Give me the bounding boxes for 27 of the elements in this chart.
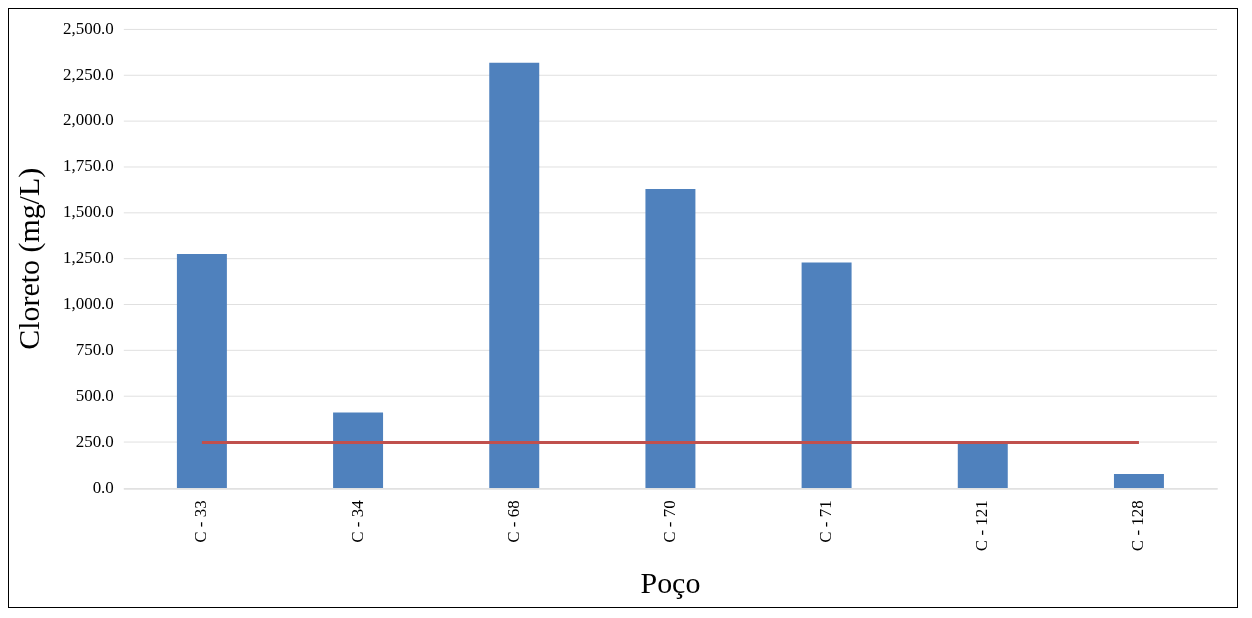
y-tick-label: 1,750.0 [62, 156, 114, 176]
bar [801, 262, 852, 488]
x-tick-label: C - 33 [191, 500, 211, 543]
bar [176, 253, 227, 488]
y-tick-label: 0.0 [92, 477, 114, 497]
x-tick-label: C - 34 [347, 499, 367, 543]
bar [1113, 473, 1164, 488]
y-tick-label: 1,250.0 [62, 248, 114, 268]
y-tick-label: 250.0 [75, 431, 114, 451]
y-tick-label: 2,000.0 [62, 110, 114, 130]
x-tick-label: C - 68 [503, 500, 523, 543]
x-tick-label: C - 71 [816, 500, 836, 543]
y-tick-label: 1,500.0 [62, 202, 114, 222]
y-tick-label: 500.0 [75, 386, 114, 405]
y-tick-label: 2,250.0 [62, 64, 114, 84]
y-tick-label: 2,500.0 [62, 18, 114, 38]
y-tick-label: 750.0 [75, 340, 114, 360]
bar [957, 442, 1008, 488]
bar [333, 412, 384, 488]
y-axis-title: Cloreto (mg/L) [11, 167, 46, 350]
x-axis-title: Poço [640, 565, 701, 599]
y-tick-label: 1,000.0 [62, 294, 114, 314]
x-tick-label: C - 70 [659, 500, 679, 543]
bar [489, 62, 540, 488]
x-tick-label: C - 128 [1128, 500, 1148, 552]
x-tick-label: C - 121 [972, 500, 992, 552]
bar [645, 188, 696, 488]
